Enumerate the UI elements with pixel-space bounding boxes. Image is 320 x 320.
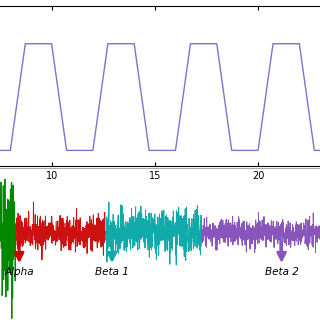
- Text: Alpha: Alpha: [4, 267, 34, 277]
- Text: Beta 1: Beta 1: [95, 267, 129, 277]
- Text: Beta 2: Beta 2: [265, 267, 299, 277]
